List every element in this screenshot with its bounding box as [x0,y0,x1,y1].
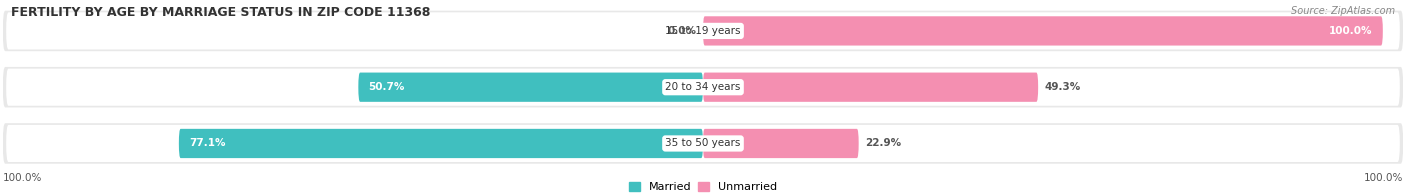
Text: FERTILITY BY AGE BY MARRIAGE STATUS IN ZIP CODE 11368: FERTILITY BY AGE BY MARRIAGE STATUS IN Z… [11,6,430,19]
FancyBboxPatch shape [3,67,1403,107]
FancyBboxPatch shape [703,129,859,158]
Text: 15 to 19 years: 15 to 19 years [665,26,741,36]
Legend: Married, Unmarried: Married, Unmarried [624,177,782,196]
FancyBboxPatch shape [6,69,1400,106]
FancyBboxPatch shape [6,12,1400,49]
Text: 100.0%: 100.0% [1329,26,1372,36]
FancyBboxPatch shape [359,73,703,102]
FancyBboxPatch shape [703,16,1384,45]
Text: 35 to 50 years: 35 to 50 years [665,138,741,149]
Text: 50.7%: 50.7% [368,82,405,92]
Text: 0.0%: 0.0% [668,26,696,36]
Text: 100.0%: 100.0% [3,173,42,183]
FancyBboxPatch shape [703,73,1038,102]
FancyBboxPatch shape [3,123,1403,164]
Text: 77.1%: 77.1% [188,138,225,149]
Text: 100.0%: 100.0% [1364,173,1403,183]
FancyBboxPatch shape [179,129,703,158]
Text: Source: ZipAtlas.com: Source: ZipAtlas.com [1291,6,1395,16]
FancyBboxPatch shape [3,11,1403,51]
Text: 49.3%: 49.3% [1045,82,1081,92]
Text: 22.9%: 22.9% [866,138,901,149]
FancyBboxPatch shape [6,125,1400,162]
Text: 20 to 34 years: 20 to 34 years [665,82,741,92]
